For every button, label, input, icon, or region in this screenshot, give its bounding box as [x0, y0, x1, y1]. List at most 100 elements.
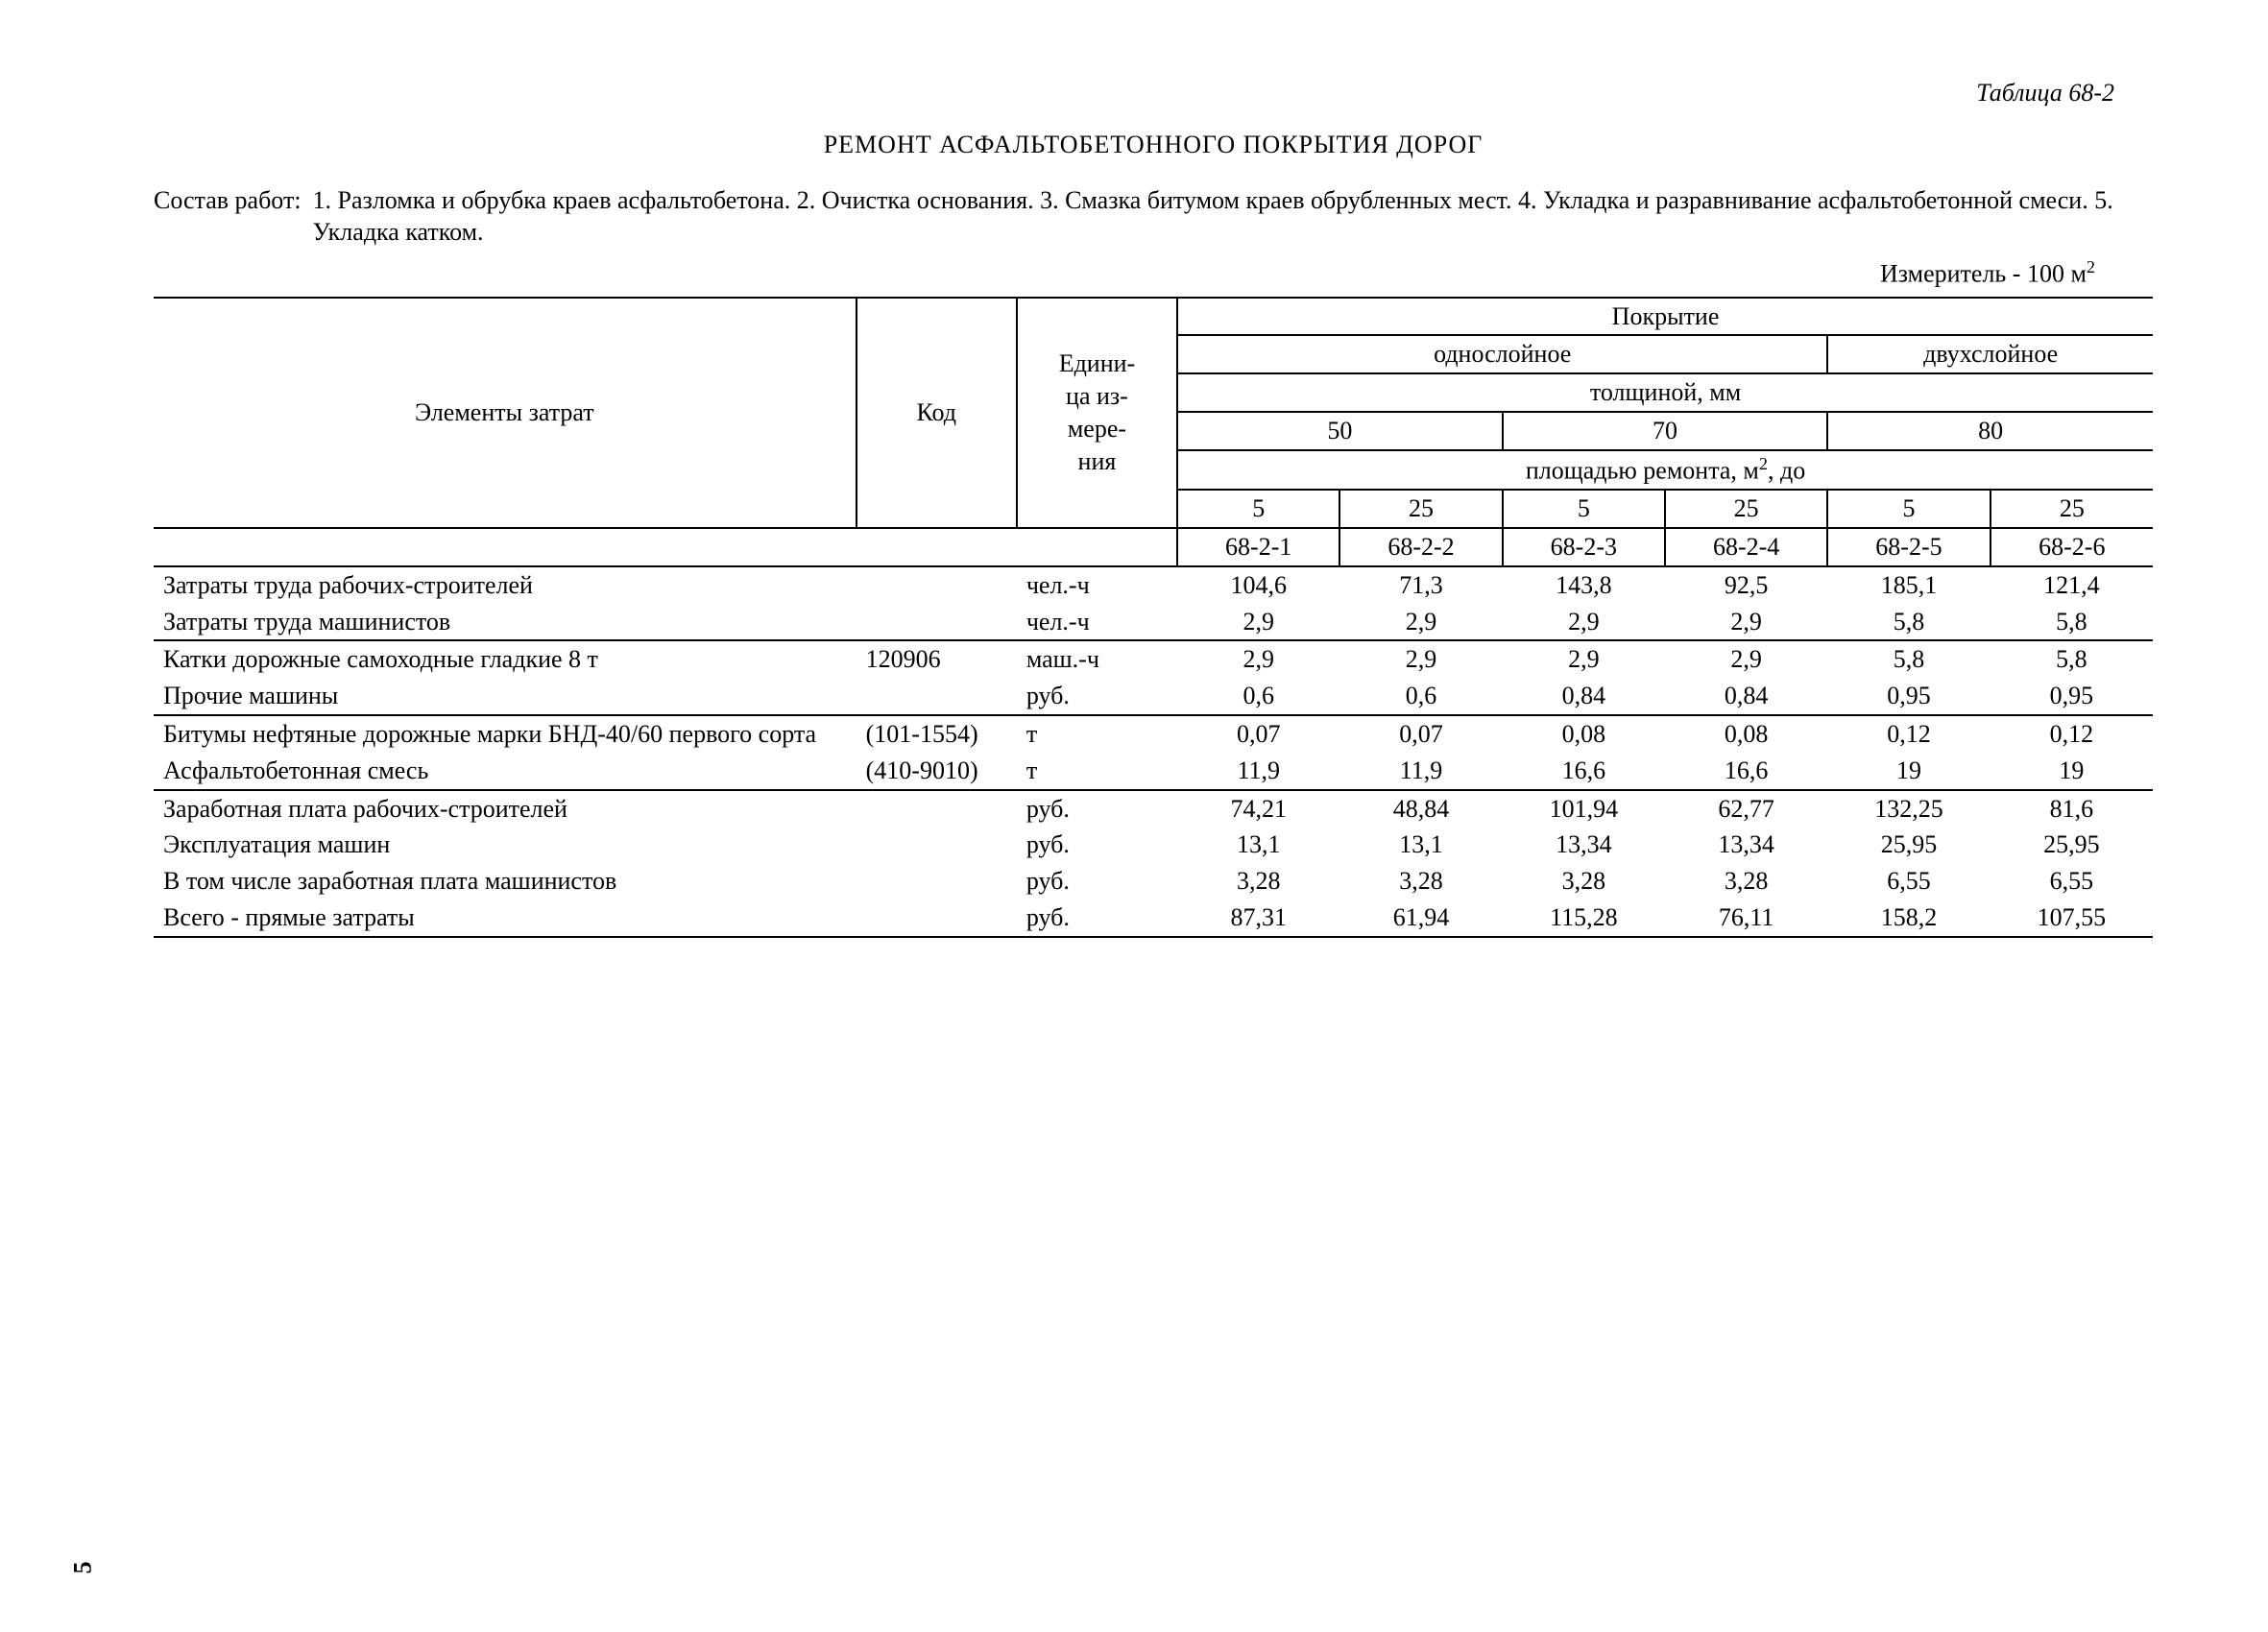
header-colcode-3: 68-2-4 [1665, 528, 1827, 566]
header-a5-3: 5 [1827, 490, 1990, 528]
row-value: 101,94 [1503, 790, 1665, 828]
row-code [857, 604, 1017, 641]
row-unit: чел.-ч [1017, 604, 1177, 641]
row-unit: чел.-ч [1017, 566, 1177, 604]
table-label: Таблица 68-2 [154, 77, 2153, 109]
row-name: Асфальтобетонная смесь [154, 753, 857, 790]
header-t80: 80 [1827, 412, 2153, 450]
row-value: 2,9 [1339, 640, 1502, 678]
work-scope-label: Состав работ: [154, 184, 313, 250]
row-unit: руб. [1017, 827, 1177, 863]
row-value: 48,84 [1339, 790, 1502, 828]
row-value: 115,28 [1503, 900, 1665, 937]
header-code: Код [857, 298, 1017, 528]
row-code [857, 900, 1017, 937]
row-name: Затраты труда рабочих-строителей [154, 566, 857, 604]
row-value: 92,5 [1665, 566, 1827, 604]
header-single-layer: однослойное [1177, 335, 1827, 373]
header-t50: 50 [1177, 412, 1503, 450]
table-row: Прочие машиныруб.0,60,60,840,840,950,95 [154, 678, 2153, 715]
row-value: 2,9 [1665, 640, 1827, 678]
row-value: 143,8 [1503, 566, 1665, 604]
row-name: Прочие машины [154, 678, 857, 715]
header-elements: Элементы затрат [154, 298, 857, 528]
row-value: 3,28 [1177, 863, 1339, 900]
row-value: 2,9 [1339, 604, 1502, 641]
row-value: 104,6 [1177, 566, 1339, 604]
measure-prefix: Измеритель - 100 м [1880, 260, 2087, 288]
row-value: 0,07 [1177, 715, 1339, 753]
table-body: Затраты труда рабочих-строителейчел.-ч10… [154, 566, 2153, 937]
header-a5-2: 5 [1503, 490, 1665, 528]
row-code: 120906 [857, 640, 1017, 678]
row-value: 0,08 [1665, 715, 1827, 753]
header-double-layer: двухслойное [1827, 335, 2153, 373]
row-value: 2,9 [1177, 604, 1339, 641]
row-value: 16,6 [1665, 753, 1827, 790]
row-unit: руб. [1017, 900, 1177, 937]
row-value: 0,95 [1827, 678, 1990, 715]
row-value: 0,08 [1503, 715, 1665, 753]
row-name: Затраты труда машинистов [154, 604, 857, 641]
table-row: Заработная плата рабочих-строителейруб.7… [154, 790, 2153, 828]
row-value: 0,07 [1339, 715, 1502, 753]
row-code: (410-9010) [857, 753, 1017, 790]
row-value: 76,11 [1665, 900, 1827, 937]
row-unit: т [1017, 715, 1177, 753]
document-title: РЕМОНТ АСФАЛЬТОБЕТОННОГО ПОКРЫТИЯ ДОРОГ [154, 129, 2153, 161]
measure-exponent: 2 [2087, 257, 2095, 276]
row-name: Всего - прямые затраты [154, 900, 857, 937]
row-code [857, 790, 1017, 828]
row-value: 11,9 [1177, 753, 1339, 790]
cost-table: Элементы затрат Код Едини- ца из- мере- … [154, 297, 2153, 938]
header-thickness: толщиной, мм [1177, 373, 2153, 412]
header-coating: Покрытие [1177, 298, 2153, 336]
row-value: 3,28 [1503, 863, 1665, 900]
row-name: Битумы нефтяные дорожные марки БНД-40/60… [154, 715, 857, 753]
measure: Измеритель - 100 м2 [154, 256, 2153, 290]
row-value: 62,77 [1665, 790, 1827, 828]
table-row: Катки дорожные самоходные гладкие 8 т120… [154, 640, 2153, 678]
table-row: В том числе заработная плата машинистовр… [154, 863, 2153, 900]
header-colcode-1: 68-2-2 [1339, 528, 1502, 566]
header-area-suffix: , до [1768, 456, 1805, 484]
row-value: 158,2 [1827, 900, 1990, 937]
row-value: 13,34 [1503, 827, 1665, 863]
header-colcode-5: 68-2-6 [1991, 528, 2153, 566]
row-value: 5,8 [1827, 604, 1990, 641]
row-code: (101-1554) [857, 715, 1017, 753]
table-row: Затраты труда рабочих-строителей чел.-ч10… [154, 566, 2153, 604]
row-value: 3,28 [1665, 863, 1827, 900]
header-area-exp: 2 [1759, 454, 1768, 473]
row-value: 2,9 [1665, 604, 1827, 641]
row-value: 107,55 [1991, 900, 2153, 937]
row-unit: руб. [1017, 863, 1177, 900]
header-t70: 70 [1503, 412, 1828, 450]
row-value: 11,9 [1339, 753, 1502, 790]
row-value: 0,6 [1339, 678, 1502, 715]
page-number: 5 [67, 1562, 100, 1574]
row-value: 13,1 [1177, 827, 1339, 863]
row-value: 0,12 [1991, 715, 2153, 753]
work-scope: Состав работ: 1. Разломка и обрубка крае… [154, 184, 2153, 250]
row-value: 87,31 [1177, 900, 1339, 937]
header-a25-1: 25 [1339, 490, 1502, 528]
row-name: Эксплуатация машин [154, 827, 857, 863]
row-code [857, 827, 1017, 863]
row-value: 0,6 [1177, 678, 1339, 715]
row-value: 74,21 [1177, 790, 1339, 828]
row-value: 19 [1827, 753, 1990, 790]
row-value: 0,95 [1991, 678, 2153, 715]
work-scope-text: 1. Разломка и обрубка краев асфальтобето… [313, 184, 2153, 250]
header-area: площадью ремонта, м2, до [1177, 450, 2153, 490]
row-code [857, 678, 1017, 715]
row-value: 5,8 [1827, 640, 1990, 678]
row-code [857, 566, 1017, 604]
row-value: 81,6 [1991, 790, 2153, 828]
header-colcode-0: 68-2-1 [1177, 528, 1339, 566]
row-value: 3,28 [1339, 863, 1502, 900]
row-value: 2,9 [1503, 604, 1665, 641]
header-a25-3: 25 [1991, 490, 2153, 528]
row-name: Катки дорожные самоходные гладкие 8 т [154, 640, 857, 678]
row-value: 6,55 [1827, 863, 1990, 900]
